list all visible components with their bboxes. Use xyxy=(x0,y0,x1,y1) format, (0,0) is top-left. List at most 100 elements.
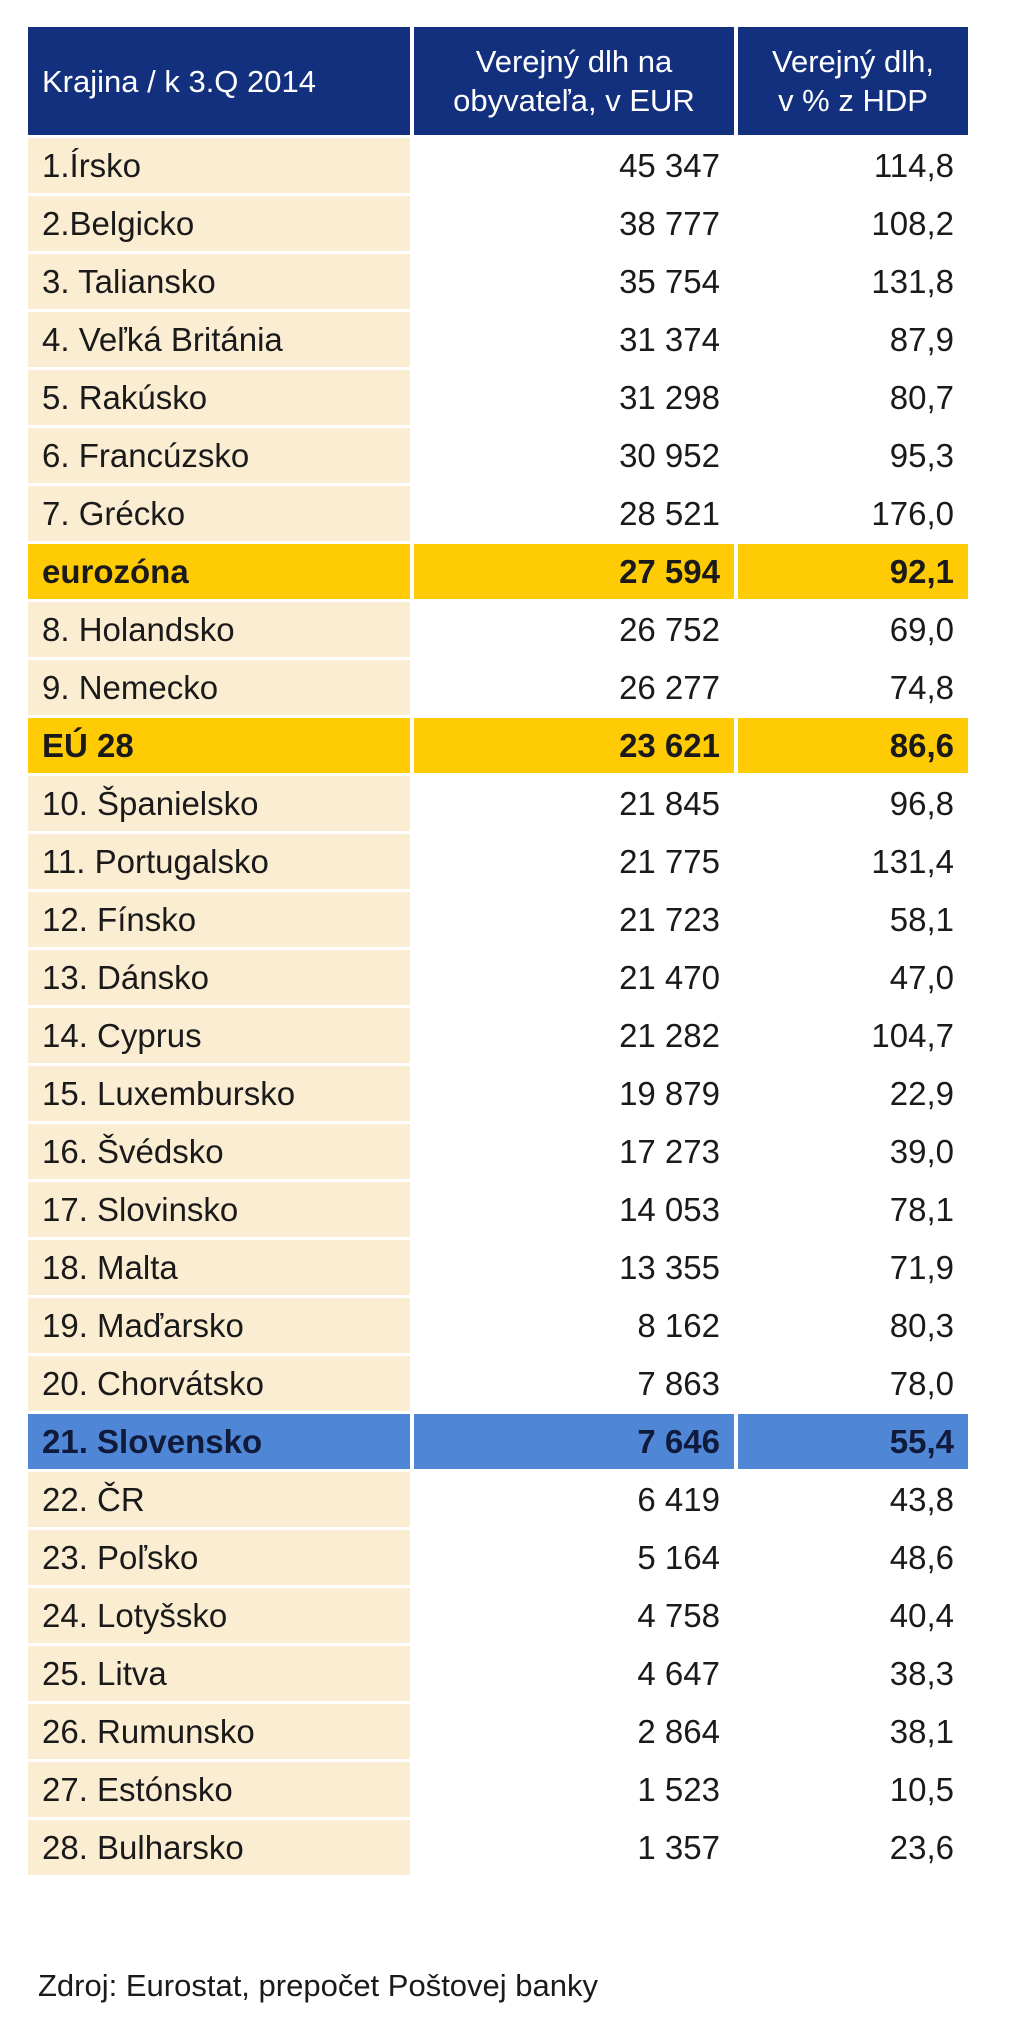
header-debt-per-capita-line-2: obyvateľa, v EUR xyxy=(453,83,695,118)
country-cell: 6. Francúzsko xyxy=(28,428,410,483)
country-cell: 8. Holandsko xyxy=(28,602,410,657)
debt-per-capita-cell: 6 419 xyxy=(414,1472,734,1527)
country-cell: 2.Belgicko xyxy=(28,196,410,251)
table-row: EÚ 28 23 621 86,6 xyxy=(28,718,968,773)
country-cell: 10. Španielsko xyxy=(28,776,410,831)
debt-per-capita-cell: 13 355 xyxy=(414,1240,734,1295)
debt-gdp-cell: 104,7 xyxy=(738,1008,968,1063)
country-cell: 23. Poľsko xyxy=(28,1530,410,1585)
debt-gdp-cell: 114,8 xyxy=(738,138,968,193)
debt-gdp-cell: 69,0 xyxy=(738,602,968,657)
header-debt-per-capita-line-1: Verejný dlh na xyxy=(475,44,673,79)
debt-gdp-cell: 43,8 xyxy=(738,1472,968,1527)
header-debt-gdp-line-2: v % z HDP xyxy=(778,83,928,118)
debt-per-capita-cell: 26 277 xyxy=(414,660,734,715)
debt-per-capita-cell: 21 845 xyxy=(414,776,734,831)
debt-gdp-cell: 48,6 xyxy=(738,1530,968,1585)
table-row: 9. Nemecko 26 277 74,8 xyxy=(28,660,968,715)
table-row: 23. Poľsko 5 164 48,6 xyxy=(28,1530,968,1585)
debt-gdp-cell: 55,4 xyxy=(738,1414,968,1469)
table-row: 2.Belgicko 38 777 108,2 xyxy=(28,196,968,251)
debt-gdp-cell: 22,9 xyxy=(738,1066,968,1121)
header-debt-gdp-line-1: Verejný dlh, xyxy=(772,44,934,79)
debt-per-capita-cell: 2 864 xyxy=(414,1704,734,1759)
debt-gdp-cell: 38,1 xyxy=(738,1704,968,1759)
debt-gdp-cell: 86,6 xyxy=(738,718,968,773)
country-cell: 20. Chorvátsko xyxy=(28,1356,410,1411)
table-row: 3. Taliansko 35 754 131,8 xyxy=(28,254,968,309)
table-row: 1.Írsko 45 347 114,8 xyxy=(28,138,968,193)
debt-gdp-cell: 80,3 xyxy=(738,1298,968,1353)
country-cell: 7. Grécko xyxy=(28,486,410,541)
debt-per-capita-cell: 31 298 xyxy=(414,370,734,425)
country-cell: 17. Slovinsko xyxy=(28,1182,410,1237)
debt-per-capita-cell: 19 879 xyxy=(414,1066,734,1121)
table-row: 18. Malta 13 355 71,9 xyxy=(28,1240,968,1295)
country-cell: 21. Slovensko xyxy=(28,1414,410,1469)
debt-per-capita-cell: 1 357 xyxy=(414,1820,734,1875)
debt-per-capita-cell: 5 164 xyxy=(414,1530,734,1585)
table-row: 4. Veľká Británia 31 374 87,9 xyxy=(28,312,968,367)
table-row: 11. Portugalsko 21 775 131,4 xyxy=(28,834,968,889)
debt-gdp-cell: 95,3 xyxy=(738,428,968,483)
debt-per-capita-cell: 4 647 xyxy=(414,1646,734,1701)
country-cell: 4. Veľká Británia xyxy=(28,312,410,367)
country-cell: 12. Fínsko xyxy=(28,892,410,947)
table-row: 19. Maďarsko 8 162 80,3 xyxy=(28,1298,968,1353)
debt-gdp-cell: 74,8 xyxy=(738,660,968,715)
table-row: 15. Luxembursko 19 879 22,9 xyxy=(28,1066,968,1121)
debt-per-capita-cell: 14 053 xyxy=(414,1182,734,1237)
debt-per-capita-cell: 35 754 xyxy=(414,254,734,309)
source-note: Zdroj: Eurostat, prepočet Poštovej banky xyxy=(38,1968,599,2003)
debt-gdp-cell: 96,8 xyxy=(738,776,968,831)
table-row: 21. Slovensko 7 646 55,4 xyxy=(28,1414,968,1469)
debt-table: Krajina / k 3.Q 2014 Verejný dlh na obyv… xyxy=(24,24,972,1878)
debt-gdp-cell: 47,0 xyxy=(738,950,968,1005)
table-row: 12. Fínsko 21 723 58,1 xyxy=(28,892,968,947)
debt-per-capita-cell: 21 282 xyxy=(414,1008,734,1063)
table-row: 14. Cyprus 21 282 104,7 xyxy=(28,1008,968,1063)
country-cell: 18. Malta xyxy=(28,1240,410,1295)
table-row: 27. Estónsko 1 523 10,5 xyxy=(28,1762,968,1817)
country-cell: 3. Taliansko xyxy=(28,254,410,309)
country-cell: 9. Nemecko xyxy=(28,660,410,715)
table-row: 10. Španielsko 21 845 96,8 xyxy=(28,776,968,831)
header-country: Krajina / k 3.Q 2014 xyxy=(28,27,410,135)
header-row: Krajina / k 3.Q 2014 Verejný dlh na obyv… xyxy=(28,27,968,135)
table-row: 22. ČR 6 419 43,8 xyxy=(28,1472,968,1527)
table-row: 5. Rakúsko 31 298 80,7 xyxy=(28,370,968,425)
country-cell: 26. Rumunsko xyxy=(28,1704,410,1759)
table-row: 20. Chorvátsko 7 863 78,0 xyxy=(28,1356,968,1411)
header-country-line-1: Krajina / k 3.Q 2014 xyxy=(42,63,316,99)
debt-gdp-cell: 38,3 xyxy=(738,1646,968,1701)
debt-per-capita-cell: 21 723 xyxy=(414,892,734,947)
debt-per-capita-cell: 7 863 xyxy=(414,1356,734,1411)
table-row: eurozóna 27 594 92,1 xyxy=(28,544,968,599)
debt-per-capita-cell: 38 777 xyxy=(414,196,734,251)
country-cell: 27. Estónsko xyxy=(28,1762,410,1817)
debt-per-capita-cell: 8 162 xyxy=(414,1298,734,1353)
debt-per-capita-cell: 4 758 xyxy=(414,1588,734,1643)
debt-gdp-cell: 92,1 xyxy=(738,544,968,599)
country-cell: 16. Švédsko xyxy=(28,1124,410,1179)
debt-per-capita-cell: 28 521 xyxy=(414,486,734,541)
table-row: 13. Dánsko 21 470 47,0 xyxy=(28,950,968,1005)
country-cell: 15. Luxembursko xyxy=(28,1066,410,1121)
country-cell: 13. Dánsko xyxy=(28,950,410,1005)
debt-per-capita-cell: 17 273 xyxy=(414,1124,734,1179)
debt-gdp-cell: 108,2 xyxy=(738,196,968,251)
debt-per-capita-cell: 1 523 xyxy=(414,1762,734,1817)
debt-gdp-cell: 10,5 xyxy=(738,1762,968,1817)
table-row: 16. Švédsko 17 273 39,0 xyxy=(28,1124,968,1179)
debt-per-capita-cell: 27 594 xyxy=(414,544,734,599)
debt-gdp-cell: 131,4 xyxy=(738,834,968,889)
debt-gdp-cell: 40,4 xyxy=(738,1588,968,1643)
country-cell: eurozóna xyxy=(28,544,410,599)
debt-per-capita-cell: 23 621 xyxy=(414,718,734,773)
country-cell: 1.Írsko xyxy=(28,138,410,193)
country-cell: 28. Bulharsko xyxy=(28,1820,410,1875)
table-row: 24. Lotyšsko 4 758 40,4 xyxy=(28,1588,968,1643)
debt-gdp-cell: 78,1 xyxy=(738,1182,968,1237)
debt-gdp-cell: 78,0 xyxy=(738,1356,968,1411)
country-cell: 25. Litva xyxy=(28,1646,410,1701)
